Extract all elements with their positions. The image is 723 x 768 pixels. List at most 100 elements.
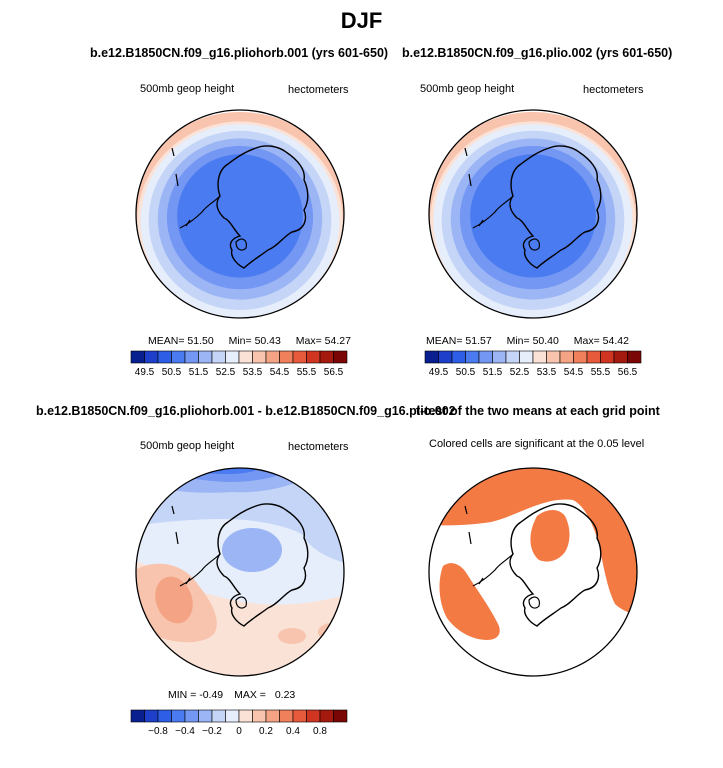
- panel-4-subtitle: Colored cells are significant at the 0.0…: [429, 438, 645, 450]
- panel-3-min-label: MIN =: [168, 689, 197, 701]
- colorbar-tick-label: 52.5: [216, 367, 236, 378]
- panel-1-variable-label: 500mb geop height: [140, 83, 235, 95]
- colorbar-tick-label: 52.5: [510, 367, 530, 378]
- panel-1-max-value: 54.27: [324, 335, 351, 347]
- colorbar-swatch: [333, 350, 348, 364]
- panel-2-title: b.e12.B1850CN.f09_g16.plio.002 (yrs 601-…: [402, 46, 673, 60]
- colorbar-swatch: [478, 350, 493, 364]
- colorbar-swatch: [292, 709, 307, 723]
- panel-1-units-label: hectometers: [288, 84, 349, 96]
- panel-2-max-value: 54.42: [602, 335, 629, 347]
- colorbar-swatch: [613, 350, 628, 364]
- panel-1-title: b.e12.B1850CN.f09_g16.pliohorb.001 (yrs …: [90, 46, 389, 60]
- field-band-50-5: [177, 154, 303, 278]
- panel-1-min-label: Min=: [228, 335, 252, 347]
- panel-2-colorbar: 49.5 50.5 51.5 52.5 53.5 54.5 55.5 56.5: [424, 350, 642, 378]
- panel-1-mean-label: MEAN=: [148, 335, 185, 347]
- colorbar-tick-label: 55.5: [297, 367, 317, 378]
- panel-4-antarctica-outline: [464, 503, 602, 627]
- colorbar-swatch: [171, 709, 186, 723]
- panel-1-stats: MEAN= 51.50 Min= 50.43 Max= 54.27: [148, 335, 351, 347]
- panel-3-variable-label: 500mb geop height: [140, 440, 235, 452]
- panel-4-significance-mask: [429, 468, 637, 676]
- panel-2-max-label: Max=: [573, 335, 600, 347]
- panel-2-antarctica-outline: [464, 145, 602, 269]
- panel-1-polar-map: [135, 109, 345, 319]
- colorbar-swatch: [157, 709, 172, 723]
- colorbar-swatch: [586, 350, 601, 364]
- panel-3-max-label: MAX =: [234, 689, 266, 701]
- colorbar-swatch: [465, 350, 480, 364]
- panel-2-min-value: 50.40: [532, 335, 559, 347]
- colorbar-swatch: [252, 709, 267, 723]
- panel-3-units-label: hectometers: [288, 441, 349, 453]
- colorbar-tick-label: 50.5: [162, 367, 182, 378]
- colorbar-swatch: [451, 350, 466, 364]
- colorbar-swatch: [252, 350, 267, 364]
- colorbar-swatch: [265, 709, 280, 723]
- colorbar-swatch: [265, 350, 280, 364]
- panel-3-field: [136, 468, 344, 676]
- colorbar-swatch: [238, 709, 253, 723]
- colorbar-swatch: [333, 709, 348, 723]
- colorbar-swatch: [306, 709, 321, 723]
- colorbar-swatch: [279, 350, 294, 364]
- significant-region-north: [429, 468, 637, 616]
- colorbar-swatch: [319, 709, 334, 723]
- colorbar-swatch: [184, 709, 199, 723]
- colorbar-swatch: [198, 350, 213, 364]
- colorbar-swatch: [130, 350, 145, 364]
- panel-2-units-label: hectometers: [583, 84, 644, 96]
- colorbar-tick-label: 0: [236, 726, 242, 737]
- colorbar-swatch: [211, 709, 226, 723]
- colorbar-swatch: [573, 350, 588, 364]
- panel-1-colorbar: 49.5 50.5 51.5 52.5 53.5 54.5 55.5 56.5: [130, 350, 348, 378]
- colorbar-tick-label: 53.5: [243, 367, 263, 378]
- colorbar-swatch: [171, 350, 186, 364]
- colorbar-swatch: [225, 709, 240, 723]
- panel-1-min-value: 50.43: [254, 335, 281, 347]
- colorbar-tick-label: 0.8: [313, 726, 327, 737]
- colorbar-swatch: [438, 350, 453, 364]
- colorbar-tick-label: −0.4: [175, 726, 195, 737]
- panel-2-polar-map: [428, 109, 638, 319]
- colorbar-swatch: [238, 350, 253, 364]
- colorbar-swatch: [319, 350, 334, 364]
- panel-2-mean-value: 51.57: [465, 335, 492, 347]
- colorbar-tick-label: 56.5: [618, 367, 638, 378]
- colorbar-tick-label: 0.4: [286, 726, 300, 737]
- colorbar-swatch: [424, 350, 439, 364]
- colorbar-swatch: [505, 350, 520, 364]
- colorbar-swatch: [184, 350, 199, 364]
- panel-3-max-value: 0.23: [274, 689, 296, 701]
- colorbar-swatch: [198, 709, 213, 723]
- colorbar-swatch: [492, 350, 507, 364]
- colorbar-tick-label: 51.5: [189, 367, 209, 378]
- colorbar-swatch: [627, 350, 642, 364]
- field-band-50-5: [470, 154, 596, 278]
- colorbar-swatch: [279, 709, 294, 723]
- colorbar-tick-label: 50.5: [456, 367, 476, 378]
- colorbar-tick-label: 53.5: [537, 367, 557, 378]
- colorbar-swatch: [306, 350, 321, 364]
- colorbar-tick-label: 51.5: [483, 367, 503, 378]
- panel-4-title: t-test of the two means at each grid poi…: [416, 404, 660, 418]
- colorbar-swatch: [157, 350, 172, 364]
- colorbar-swatch: [292, 350, 307, 364]
- figure-title: DJF: [340, 8, 383, 33]
- panel-2-variable-label: 500mb geop height: [420, 83, 515, 95]
- colorbar-tick-label: 54.5: [564, 367, 584, 378]
- significant-region-center: [530, 510, 570, 562]
- panel-2-field: [429, 112, 637, 318]
- colorbar-tick-label: 0.2: [259, 726, 273, 737]
- panel-3-title: b.e12.B1850CN.f09_g16.pliohorb.001 - b.e…: [36, 404, 456, 418]
- panel-3-min-value: -0.49: [199, 689, 224, 701]
- colorbar-tick-label: 55.5: [591, 367, 611, 378]
- panel-1-max-label: Max=: [295, 335, 322, 347]
- colorbar-swatch: [211, 350, 226, 364]
- colorbar-tick-label: 54.5: [270, 367, 290, 378]
- panel-2-stats: MEAN= 51.57 Min= 50.40 Max= 54.42: [426, 335, 629, 347]
- colorbar-swatch: [225, 350, 240, 364]
- colorbar-swatch: [532, 350, 547, 364]
- panel-2-min-label: Min=: [506, 335, 530, 347]
